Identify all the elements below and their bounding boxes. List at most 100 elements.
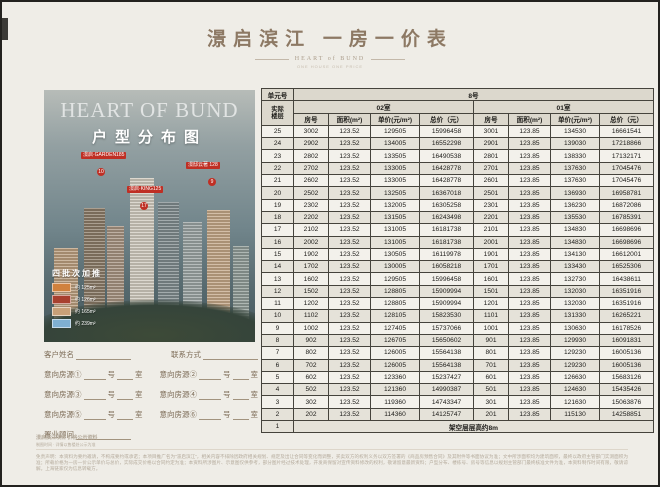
column-header-row: 房号 面积(m²) 单价(元/m²) 总价（元） 房号 面积(m²) 单价(元/m²) 总价（… [262,112,654,126]
value-cell: 2001 [473,235,509,249]
value-cell: 2502 [293,186,329,200]
floor-cell: 1 [261,420,294,434]
value-cell: 16243498 [419,210,474,225]
value-cell: 123.85 [508,210,551,225]
legend-items: 约 125m² 约 126m² 约 165m² 约 239m² [52,283,102,328]
column-header: 总价（元） [599,112,654,126]
value-cell: 17132171 [599,149,654,163]
legend-label: 约 239m² [75,321,96,327]
legend-item: 约 239m² [52,319,102,328]
value-cell: 17218866 [599,137,654,151]
intent-item: 意向房源③ 号 室 [44,389,143,400]
value-cell: 123.52 [328,235,371,249]
value-cell: 128805 [370,297,420,311]
table-row: 21 2602 123.52 133005 16428778 2601 123.85 1376… [261,174,654,188]
value-cell: 123.52 [328,370,371,385]
value-cell: 129930 [550,333,600,348]
value-cell: 129230 [550,358,600,372]
value-cell: 2602 [293,174,329,188]
value-cell: 123360 [370,370,420,385]
value-cell: 123.52 [328,272,371,286]
unit-suffix: 号 [107,390,116,399]
value-cell: 123.85 [508,309,551,323]
value-cell: 123.85 [508,198,551,212]
value-cell: 123.52 [328,395,371,409]
value-cell: 502 [293,383,329,397]
value-cell: 15650602 [419,333,474,348]
room-blank [232,412,249,420]
value-cell: 123.85 [508,124,551,139]
value-cell: 123.85 [508,260,551,274]
value-cell: 15909994 [419,284,474,299]
value-cell: 131505 [370,210,420,225]
value-cell: 1602 [293,272,329,286]
project-rendering-image: HEART OF BUND 户型分布图 澋启·GARDEN185 10 澋启·K… [44,90,255,342]
fine-print: 澋启滨江项目 价格公示资料 制图时间 · 详情以售楼处公示为准 免责声明：本资料… [36,435,628,473]
price-table: 单元号 8号 实际 楼层 02室 01室 房号 面积(m²) 单价(元/m²) 总价（元… [261,87,654,434]
value-cell: 16178526 [599,321,654,335]
page-title: 澋启滨江 一房一价表 [207,29,453,50]
value-cell: 134005 [370,137,420,151]
value-cell: 2302 [293,198,329,212]
value-cell: 126005 [370,346,420,360]
value-cell: 16490538 [419,149,474,163]
legend-swatch [52,283,71,292]
value-cell: 2801 [473,149,509,163]
value-cell: 15063876 [599,395,654,409]
value-cell: 132005 [370,198,420,212]
value-cell: 301 [473,395,509,409]
name-label: 客户姓名 [44,350,74,359]
column-header: 单价(元/m²) [550,112,600,126]
value-cell: 16005136 [599,346,654,360]
intent-label: 意向房源② [159,370,198,379]
value-cell: 134530 [550,124,600,139]
value-cell: 123.52 [328,210,371,225]
value-cell: 16367018 [419,186,474,200]
value-cell: 16181738 [419,235,474,249]
value-cell: 1202 [293,297,329,311]
value-cell: 123.85 [508,161,551,176]
table-row: 7 802 123.52 126005 15564138 801 123.85 129230 1… [261,346,654,360]
value-cell: 16181738 [419,223,474,237]
floor-cell: 6 [261,358,294,372]
floor-cell: 3 [261,395,294,409]
floor-cell: 13 [261,272,294,286]
value-cell: 17045476 [599,174,654,188]
building-number-badge: 17 [140,202,148,210]
table-row: 20 2502 123.52 132505 16367018 2501 123.85 1369… [261,186,654,200]
legend-label: 约 165m² [75,309,96,315]
column-header: 面积(m²) [508,112,551,126]
floor-cell: 11 [261,297,294,311]
value-cell: 132505 [370,186,420,200]
value-cell: 1502 [293,284,329,299]
value-cell: 14743347 [419,395,474,409]
table-row: 22 2702 123.52 133005 16428778 2701 123.85 1376… [261,161,654,176]
value-cell: 123.52 [328,174,371,188]
room-blank [117,392,133,400]
value-cell: 15435426 [599,383,654,397]
value-cell: 123.85 [508,235,551,249]
value-cell: 133005 [370,161,420,176]
intent-item: 意向房源④ 号 室 [160,389,258,400]
value-cell: 2101 [473,223,509,237]
value-cell: 16351916 [599,284,654,299]
table-row: 1 架空层层高约8m [261,420,654,434]
value-cell: 1901 [473,247,509,262]
value-cell: 123.52 [328,161,371,176]
table-row: 19 2302 123.52 132005 16305258 2301 123.85 1362… [261,198,654,212]
unit-blank [199,392,221,400]
floor-cell: 14 [261,260,294,274]
value-cell: 15564138 [419,358,474,372]
value-cell: 123.85 [508,247,551,262]
rendering-title-cn: 户型分布图 [91,129,207,146]
value-cell: 131005 [370,235,420,249]
value-cell: 1201 [473,297,509,311]
value-cell: 902 [293,333,329,348]
value-cell: 1702 [293,260,329,274]
unit-suffix: 号 [223,370,231,379]
floor-cell: 23 [261,149,294,163]
column-header: 面积(m²) [328,112,371,126]
intent-item: 意向房源⑤ 号 室 [44,409,143,420]
value-cell: 16552298 [419,137,474,151]
value-cell: 1101 [473,309,509,323]
